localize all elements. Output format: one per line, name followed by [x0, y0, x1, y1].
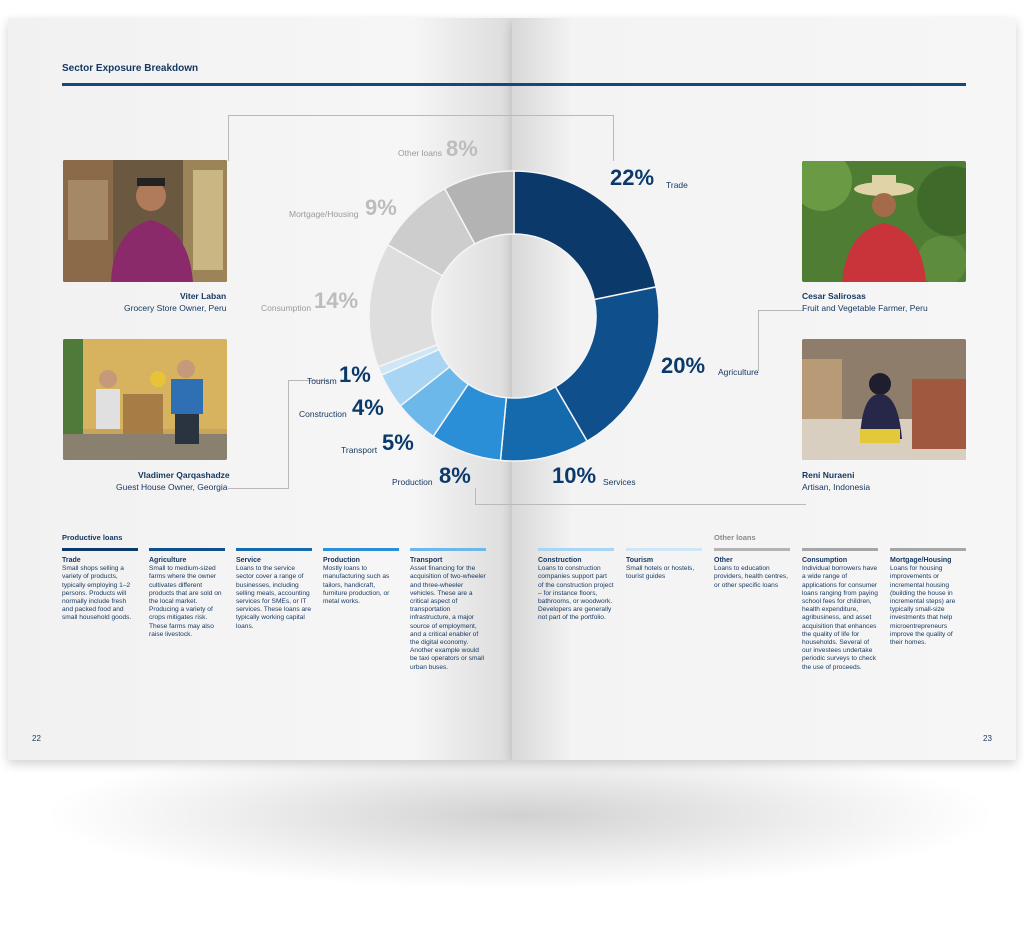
slice-label-trade: Trade: [666, 180, 688, 190]
connector-bottom: [475, 488, 806, 505]
donut-slice-trade: [513, 170, 657, 301]
definition-text: Small shops selling a variety of product…: [62, 565, 132, 622]
definition-text: Loans to education providers, health cen…: [714, 565, 789, 589]
photo-vladimer-qarqashadze: [63, 339, 227, 460]
definition-text: Small hotels or hostels, tourist guides: [626, 565, 695, 581]
slice-label-production: Production: [392, 477, 433, 487]
definition-text: Asset financing for the acquisition of t…: [410, 565, 486, 671]
profile-name: Vladimer Qarqashadze: [138, 470, 230, 480]
slice-value-consumption: 14%: [314, 288, 359, 313]
page-number-right: 23: [983, 734, 992, 743]
other-loans-heading: Other loans: [714, 533, 756, 542]
connector-right: [758, 310, 804, 371]
definition-service: Service Loans to the service sector cove…: [236, 548, 312, 631]
slice-label-agriculture: Agriculture: [718, 367, 759, 377]
definition-transport: Transport Asset financing for the acquis…: [410, 548, 486, 672]
profile-role: Grocery Store Owner, Peru: [124, 303, 227, 313]
connector-tourism: [288, 380, 328, 382]
definition-title: Consumption: [802, 557, 848, 564]
slice-value-other-loans: 8%: [446, 136, 478, 161]
profile-name: Viter Laban: [180, 291, 227, 301]
definition-trade: Trade Small shops selling a variety of p…: [62, 548, 138, 623]
definition-title: Tourism: [626, 557, 654, 564]
definition-construction: Construction Loans to construction compa…: [538, 548, 614, 623]
definition-production: Production Mostly loans to manufacturing…: [323, 548, 399, 606]
section-title: Sector Exposure Breakdown: [62, 63, 199, 74]
slice-value-services: 10%: [552, 463, 597, 488]
profile-role: Guest House Owner, Georgia: [116, 482, 228, 492]
color-bar: [149, 548, 225, 551]
slice-value-construction: 4%: [352, 395, 384, 420]
photo-cesar-salirosas: [802, 161, 966, 282]
definition-text: Small to medium-sized farms where the ow…: [149, 565, 222, 638]
slice-label-other-loans: Other loans: [398, 148, 442, 158]
color-bar: [714, 548, 790, 551]
slice-label-tourism: Tourism: [307, 376, 337, 386]
profile-name: Reni Nuraeni: [802, 470, 855, 480]
slice-value-transport: 5%: [382, 430, 414, 455]
color-bar: [538, 548, 614, 551]
definition-title: Other: [714, 557, 733, 564]
definition-text: Loans to the service sector cover a rang…: [236, 565, 312, 630]
color-bar: [410, 548, 486, 551]
slice-value-trade: 22%: [610, 165, 655, 190]
definition-tourism: Tourism Small hotels or hostels, tourist…: [626, 548, 702, 582]
definition-title: Trade: [62, 557, 81, 564]
donut-slice-other-loans: [443, 170, 515, 245]
color-bar: [323, 548, 399, 551]
productive-loans-heading: Productive loans: [62, 533, 123, 542]
photo-viter-laban: [63, 160, 227, 282]
profile-name: Cesar Salirosas: [802, 291, 866, 301]
definition-title: Mortgage/Housing: [890, 557, 952, 564]
brochure-shadow: [40, 740, 1000, 890]
slice-label-mortgage: Mortgage/Housing: [289, 209, 359, 219]
definition-text: Mostly loans to manufacturing such as ta…: [323, 565, 390, 606]
definition-consumption: Consumption Individual borrowers have a …: [802, 548, 878, 672]
color-bar: [802, 548, 878, 551]
definition-title: Agriculture: [149, 557, 187, 564]
slice-label-construction: Construction: [299, 409, 347, 419]
photo-reni-nuraeni: [802, 339, 966, 460]
definition-title: Production: [323, 557, 360, 564]
profile-role: Artisan, Indonesia: [802, 482, 871, 492]
color-bar: [62, 548, 138, 551]
slice-label-consumption: Consumption: [261, 303, 312, 313]
definition-title: Service: [236, 557, 261, 564]
definition-title: Construction: [538, 557, 582, 564]
slice-value-agriculture: 20%: [661, 353, 706, 378]
definition-text: Loans for housing improvements or increm…: [890, 565, 956, 647]
definition-title: Transport: [410, 557, 443, 564]
connector-bottom-left: [228, 380, 289, 489]
title-rule: [62, 83, 966, 86]
slice-value-tourism: 1%: [339, 362, 371, 387]
slice-value-production: 8%: [439, 463, 471, 488]
slice-label-services: Services: [603, 477, 636, 487]
definition-text: Individual borrowers have a wide range o…: [802, 565, 878, 671]
slice-value-mortgage: 9%: [365, 195, 397, 220]
slice-label-transport: Transport: [341, 445, 378, 455]
definition-agriculture: Agriculture Small to medium-sized farms …: [149, 548, 225, 639]
page-number-left: 22: [32, 734, 41, 743]
color-bar: [890, 548, 966, 551]
color-bar: [236, 548, 312, 551]
color-bar: [626, 548, 702, 551]
connector-top: [228, 115, 614, 161]
definition-mortgage-housing: Mortgage/Housing Loans for housing impro…: [890, 548, 966, 647]
definition-text: Loans to construction companies support …: [538, 565, 614, 622]
definition-other: Other Loans to education providers, heal…: [714, 548, 790, 590]
profile-role: Fruit and Vegetable Farmer, Peru: [802, 303, 928, 313]
